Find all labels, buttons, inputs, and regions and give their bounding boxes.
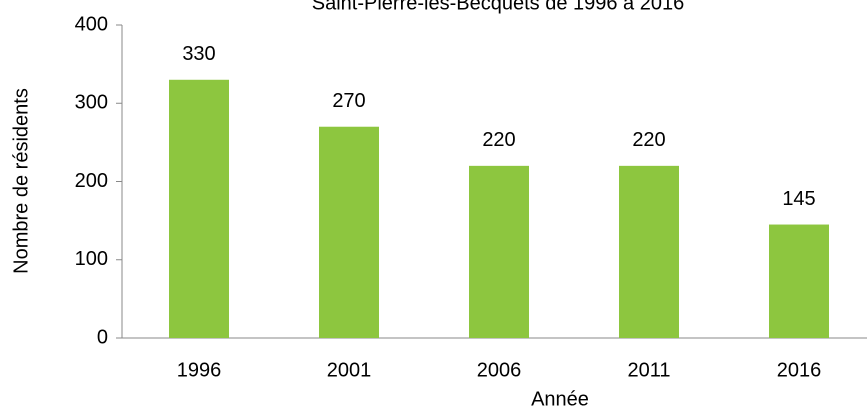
bar	[319, 126, 379, 338]
y-tick-label: 400	[75, 13, 108, 35]
value-label: 145	[782, 188, 815, 210]
y-tick-label: 300	[75, 92, 108, 114]
y-tick-label: 100	[75, 248, 108, 270]
bar	[169, 79, 229, 339]
value-label: 220	[482, 129, 515, 151]
bar	[769, 224, 829, 338]
y-tick-label: 0	[97, 326, 108, 348]
x-tick-label: 2006	[477, 359, 522, 381]
x-axis-label: Année	[531, 388, 589, 410]
y-axis-label: Nombre de résidents	[10, 88, 32, 274]
x-tick-label: 2001	[327, 359, 372, 381]
bar	[469, 165, 529, 338]
chart-title: Saint-Pierre-les-Becquets de 1996 à 2016	[312, 0, 684, 14]
x-tick-label: 2011	[627, 359, 670, 381]
value-label: 330	[182, 43, 215, 65]
x-tick-label: 1996	[177, 359, 222, 381]
x-tick-label: 2016	[777, 359, 822, 381]
value-label: 220	[632, 129, 665, 151]
y-tick-label: 200	[75, 170, 108, 192]
value-label: 270	[332, 90, 365, 112]
bar	[619, 165, 679, 338]
